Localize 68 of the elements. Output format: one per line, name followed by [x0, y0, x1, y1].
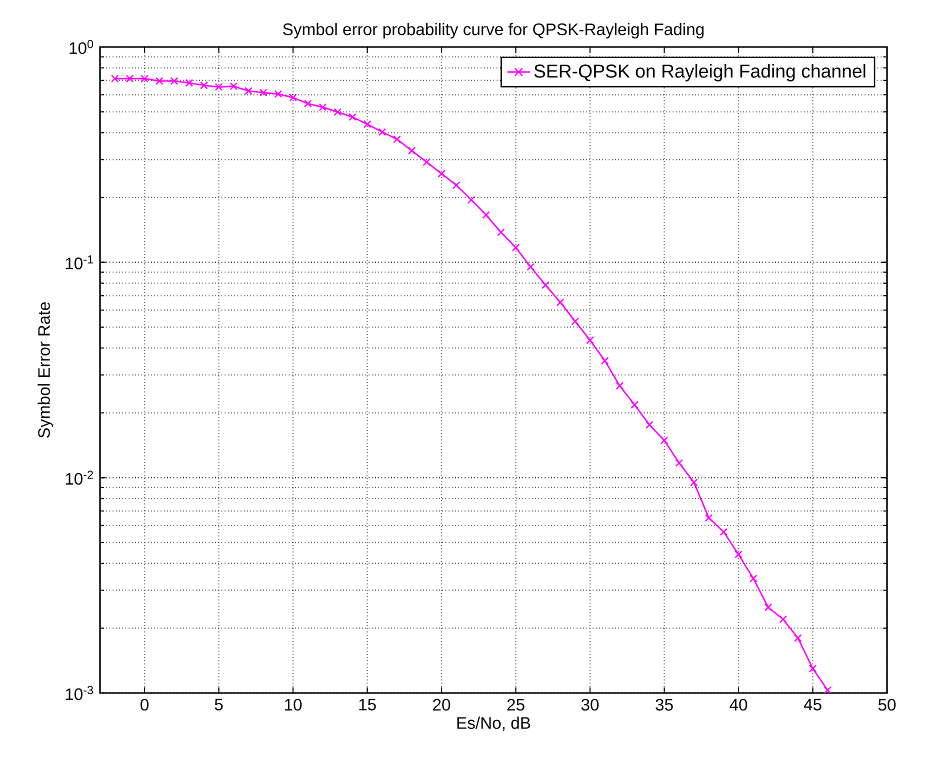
point	[571, 317, 580, 326]
chart-title: Symbol error probability curve for QPSK-Rayleigh Fading	[283, 22, 704, 38]
point	[720, 528, 728, 536]
point	[230, 82, 238, 90]
point	[422, 158, 431, 166]
x-tick-label: 35	[656, 698, 673, 711]
legend-label: SER-QPSK on Rayleigh Fading channel	[534, 64, 866, 82]
point	[438, 170, 446, 178]
point	[586, 336, 594, 344]
point	[542, 281, 550, 290]
x-tick-label: 50	[878, 698, 896, 711]
point	[645, 420, 654, 429]
point	[452, 181, 460, 190]
point	[496, 228, 505, 236]
x-tick-label: 30	[581, 698, 599, 711]
point	[526, 262, 535, 271]
point	[334, 108, 342, 116]
point	[704, 514, 713, 522]
point	[214, 83, 223, 91]
point	[630, 400, 639, 409]
point	[824, 686, 832, 694]
point	[304, 100, 312, 108]
point	[408, 146, 416, 155]
x-tick-label: 5	[214, 698, 223, 710]
x-tick-label: 15	[359, 698, 376, 710]
point	[764, 603, 772, 612]
x-tick-label: 20	[433, 698, 450, 711]
point	[749, 574, 758, 583]
x-tick-label: 40	[730, 698, 748, 711]
x-tick-label: 45	[804, 698, 822, 710]
point	[734, 550, 742, 558]
point	[600, 356, 609, 365]
y-tick-label: 10$^{-3}$	[66, 686, 94, 700]
point	[244, 86, 252, 95]
point	[155, 77, 164, 85]
point	[616, 382, 624, 390]
point	[378, 128, 386, 136]
point	[259, 88, 268, 97]
point	[467, 196, 476, 204]
y-tick-label: 10$^{-1}$	[66, 255, 93, 270]
point	[140, 74, 149, 83]
point	[274, 90, 282, 98]
point	[126, 74, 134, 83]
point	[185, 78, 194, 87]
x-tick-label: 0	[140, 698, 149, 711]
y-tick-label: 10$^{0}$	[70, 40, 94, 54]
point	[348, 113, 356, 121]
point	[690, 478, 698, 486]
point	[794, 634, 802, 642]
point	[318, 103, 327, 112]
point	[808, 664, 817, 672]
point	[482, 210, 490, 219]
x-tick-label: 10	[285, 698, 302, 711]
point	[512, 244, 520, 252]
y-tick-label: 10$^{-2}$	[66, 470, 93, 485]
y-axis-title: Symbol Error Rate	[38, 302, 54, 438]
point	[660, 436, 668, 444]
point	[170, 77, 178, 85]
point	[363, 120, 372, 128]
point	[779, 615, 788, 624]
point	[556, 298, 564, 306]
point	[200, 81, 208, 90]
point	[289, 94, 298, 102]
x-axis-title: Es/No, dB	[457, 716, 530, 731]
point	[110, 74, 119, 83]
point	[675, 459, 684, 467]
x-tick-label: 25	[507, 698, 524, 711]
point	[393, 135, 401, 144]
